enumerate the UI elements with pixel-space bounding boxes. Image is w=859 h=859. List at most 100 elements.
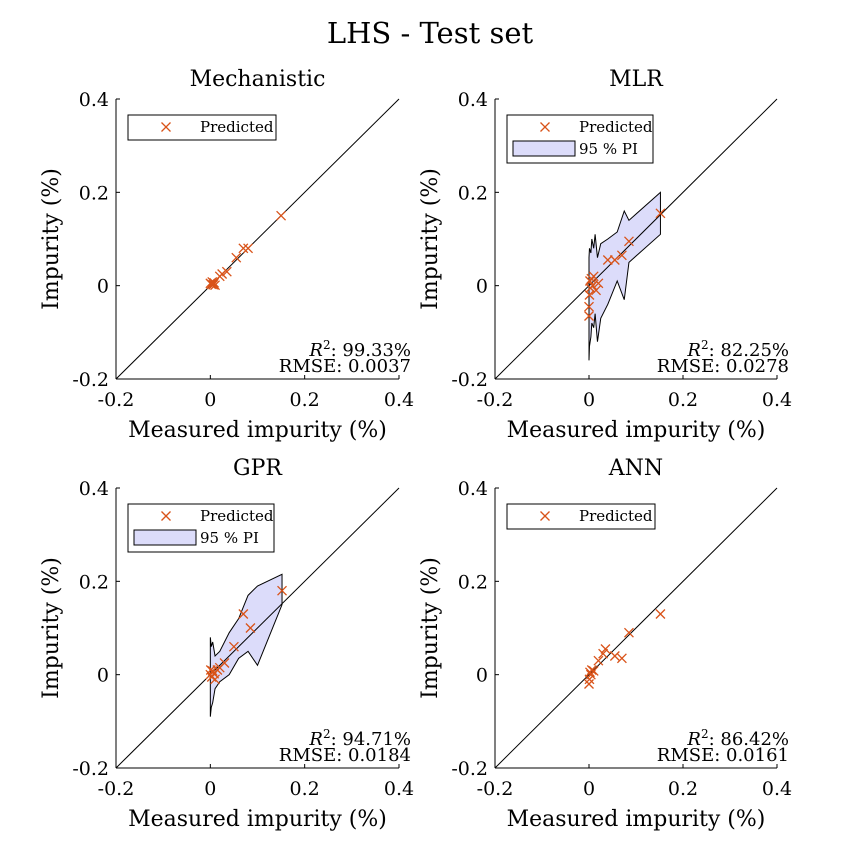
legend: Predicted 95 % PI <box>127 503 275 553</box>
x-tick-label: -0.2 <box>98 778 135 800</box>
legend-entry-predicted: Predicted <box>579 507 653 525</box>
legend-pi-swatch <box>133 529 197 546</box>
data-point <box>228 641 239 652</box>
data-point <box>243 243 254 254</box>
x-axis-label: Measured impurity (%) <box>507 418 766 443</box>
y-tick-label: -0.2 <box>72 369 109 391</box>
identity-line <box>494 487 778 769</box>
data-point <box>217 269 228 279</box>
x-tick-label: -0.2 <box>477 778 514 800</box>
legend-marker-icon <box>540 511 550 521</box>
data-point <box>600 644 611 654</box>
data-point <box>609 651 620 661</box>
data-point <box>598 648 609 659</box>
y-tick-label: 0.4 <box>79 478 109 500</box>
legend-entry-predicted: Predicted <box>200 118 274 136</box>
y-tick-label: 0.2 <box>79 182 109 204</box>
legend-marker-icon <box>161 511 171 521</box>
figure-title: LHS - Test set <box>327 16 534 50</box>
identity-line <box>115 98 400 380</box>
data-point <box>588 271 599 282</box>
prediction-interval-band <box>588 191 661 361</box>
x-axis-label: Measured impurity (%) <box>128 418 387 443</box>
data-point <box>591 285 602 296</box>
rmse-annotation: RMSE: 0.0161 <box>657 745 789 766</box>
data-point <box>602 255 613 265</box>
chart-panel-ann: ANN -0.2 0 0.2 0.4 -0.2 0 0.2 0.4 Measured impuri… <box>418 456 792 832</box>
y-tick-label: -0.2 <box>451 758 488 780</box>
data-point <box>210 280 221 291</box>
legend-marker-icon <box>540 122 550 132</box>
y-tick-label: 0.4 <box>79 89 109 111</box>
data-point <box>210 674 221 685</box>
prediction-interval-band <box>209 573 283 717</box>
legend: Predicted <box>127 114 277 141</box>
y-tick-label: 0.2 <box>458 571 488 593</box>
y-tick-label: -0.2 <box>451 369 488 391</box>
panel-title: Mechanistic <box>190 67 326 92</box>
legend-marker-icon <box>161 122 171 132</box>
y-axis-label: Impurity (%) <box>418 168 443 310</box>
x-tick-label: 0.4 <box>762 389 792 411</box>
data-point <box>593 655 604 666</box>
data-point <box>609 255 620 265</box>
data-point <box>231 252 242 263</box>
legend-box <box>127 114 277 141</box>
data-point <box>219 658 230 668</box>
panel-title: GPR <box>233 456 283 481</box>
y-tick-label: 0 <box>97 276 109 298</box>
r2-annotation: R2: 82.25% <box>686 338 789 361</box>
r2-annotation: R2: 94.71% <box>308 727 411 750</box>
panel-title: ANN <box>608 456 663 481</box>
x-tick-label: 0.2 <box>290 778 320 800</box>
data-point <box>584 679 594 689</box>
x-tick-label: -0.2 <box>477 389 514 411</box>
data-point <box>586 665 597 675</box>
x-tick-label: 0.2 <box>668 389 698 411</box>
data-point <box>593 278 604 289</box>
data-point <box>276 210 287 221</box>
x-tick-label: 0 <box>583 389 595 411</box>
data-point <box>655 208 666 219</box>
data-point <box>588 665 599 676</box>
y-tick-label: 0 <box>97 665 109 687</box>
y-axis-label: Impurity (%) <box>418 557 443 699</box>
r2-annotation: R2: 99.33% <box>308 338 411 361</box>
rmse-annotation: RMSE: 0.0037 <box>279 356 411 377</box>
panel-title: MLR <box>609 67 664 92</box>
y-tick-label: 0.2 <box>458 182 488 204</box>
legend-entry-pi: 95 % PI <box>579 140 638 158</box>
y-tick-label: 0 <box>476 276 488 298</box>
data-point <box>238 609 249 619</box>
data-point <box>245 623 256 633</box>
x-tick-label: 0.4 <box>762 778 792 800</box>
data-point <box>584 311 594 321</box>
legend-box <box>506 503 656 530</box>
x-tick-label: -0.2 <box>98 389 135 411</box>
data-point <box>238 243 249 254</box>
x-axis-label: Measured impurity (%) <box>507 807 766 832</box>
legend-pi-swatch <box>512 140 576 157</box>
data-point <box>616 653 627 664</box>
data-point <box>616 250 627 261</box>
r2-annotation: R2: 86.42% <box>686 727 789 750</box>
data-point <box>584 301 594 312</box>
x-tick-label: 0 <box>204 778 216 800</box>
y-tick-label: 0 <box>476 665 488 687</box>
data-point <box>221 266 232 277</box>
x-tick-label: 0.2 <box>668 778 698 800</box>
panels: Mechanistic -0.2 0 0.2 0.4 -0.2 0 0.2 0.4 Measure… <box>39 67 792 832</box>
y-tick-label: 0.4 <box>458 478 488 500</box>
data-point <box>208 279 219 290</box>
x-tick-label: 0 <box>583 778 595 800</box>
x-tick-label: 0.4 <box>384 389 414 411</box>
data-point <box>277 585 287 596</box>
x-tick-label: 0 <box>204 389 216 411</box>
identity-line <box>494 98 778 380</box>
x-tick-label: 0.2 <box>290 389 320 411</box>
chart-panel-mlr: MLR -0.2 0 0.2 0.4 -0.2 0 0.2 0.4 Measured impuri… <box>418 67 792 443</box>
legend: Predicted <box>506 503 656 530</box>
legend: Predicted 95 % PI <box>506 114 654 164</box>
chart-panel-mechanistic: Mechanistic -0.2 0 0.2 0.4 -0.2 0 0.2 0.4 Measure… <box>39 67 414 443</box>
